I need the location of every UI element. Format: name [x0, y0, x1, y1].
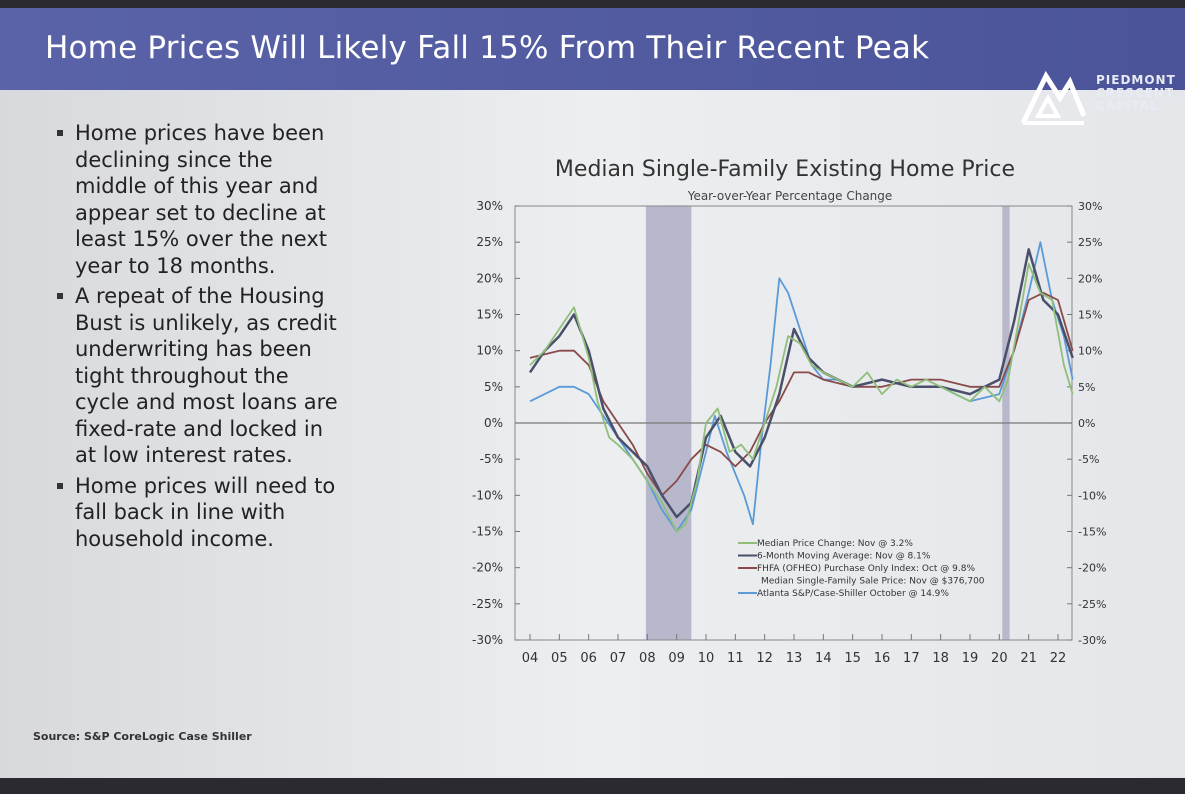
y-tick-label-right: 15%: [1078, 309, 1102, 322]
y-tick-label-right: -15%: [1078, 526, 1106, 539]
chart-subtitle: Year-over-Year Percentage Change: [687, 189, 893, 203]
x-tick-label: 06: [580, 651, 597, 666]
logo-line: CAPITAL: [1096, 99, 1159, 113]
slide: Home Prices Will Likely Fall 15% From Th…: [0, 8, 1185, 778]
logo-line: CRESCENT: [1096, 86, 1175, 100]
y-tick-label-left: 25%: [476, 235, 503, 249]
x-tick-label: 19: [962, 651, 979, 666]
y-tick-label-right: -30%: [1078, 634, 1106, 647]
y-tick-label-left: 30%: [476, 199, 503, 213]
company-logo: PIEDMONT CRESCENT CAPITAL: [1018, 68, 1185, 132]
bullet-item: A repeat of the Housing Bust is unlikely…: [55, 283, 345, 469]
x-tick-label: 18: [932, 651, 949, 666]
chart: Median Single-Family Existing Home Price…: [472, 157, 1106, 666]
y-tick-label-left: -15%: [472, 525, 503, 539]
x-tick-label: 13: [786, 651, 803, 666]
y-tick-label-left: 20%: [476, 271, 503, 285]
y-tick-label-right: -20%: [1078, 562, 1106, 575]
x-tick-label: 14: [815, 651, 832, 666]
x-tick-label: 12: [756, 651, 773, 666]
x-tick-label: 17: [903, 651, 920, 666]
source-note: Source: S&P CoreLogic Case Shiller: [33, 730, 252, 743]
bullet-item: Home prices will need to fall back in li…: [55, 473, 345, 553]
y-tick-label-left: 0%: [484, 416, 503, 430]
x-tick-label: 16: [874, 651, 891, 666]
y-tick-label-left: -5%: [480, 452, 503, 466]
y-tick-label-left: -10%: [472, 488, 503, 502]
y-tick-label-right: -25%: [1078, 598, 1106, 611]
legend-entry: Median Single-Family Sale Price: Nov @ $…: [761, 577, 985, 587]
y-tick-label-right: 20%: [1078, 272, 1102, 285]
y-tick-label-right: 5%: [1078, 381, 1095, 394]
x-tick-label: 09: [668, 651, 685, 666]
mountain-logo-icon: [1020, 70, 1087, 125]
x-tick-label: 20: [991, 651, 1008, 666]
legend-entry: FHFA (OFHEO) Purchase Only Index: Oct @ …: [757, 564, 975, 574]
series-line-ma: [528, 248, 1074, 519]
bullet-item: Home prices have been declining since th…: [55, 120, 345, 279]
y-tick-label-right: 25%: [1078, 236, 1102, 249]
legend-entry: Atlanta S&P/Case-Shiller October @ 14.9%: [757, 589, 949, 599]
x-tick-label: 11: [727, 651, 744, 666]
slide-title: Home Prices Will Likely Fall 15% From Th…: [45, 30, 930, 66]
chart-title: Median Single-Family Existing Home Price: [555, 157, 1015, 182]
logo-text: PIEDMONT CRESCENT CAPITAL: [1096, 74, 1176, 113]
x-tick-label: 04: [522, 651, 539, 666]
y-tick-label-left: 5%: [484, 380, 503, 394]
title-band: Home Prices Will Likely Fall 15% From Th…: [0, 8, 1185, 90]
x-tick-label: 21: [1020, 651, 1037, 666]
y-tick-label-left: 10%: [476, 344, 503, 358]
y-tick-label-left: -30%: [472, 633, 503, 647]
y-tick-label-right: -5%: [1078, 453, 1099, 466]
legend-entry: Median Price Change: Nov @ 3.2%: [757, 539, 913, 549]
y-tick-label-left: 15%: [476, 308, 503, 322]
series-line-median: [529, 263, 1074, 533]
y-tick-label-right: 30%: [1078, 200, 1102, 213]
y-tick-label-right: 0%: [1078, 417, 1095, 430]
legend-entry: 6-Month Moving Average: Nov @ 8.1%: [757, 552, 931, 562]
y-tick-label-left: -25%: [472, 597, 503, 611]
logo-line: PIEDMONT: [1096, 73, 1176, 87]
y-tick-label-left: -20%: [472, 561, 503, 575]
y-tick-label-right: 10%: [1078, 345, 1102, 358]
bullet-list: Home prices have been declining since th…: [55, 120, 345, 556]
x-tick-label: 10: [698, 651, 715, 666]
x-tick-label: 07: [610, 651, 627, 666]
x-tick-label: 22: [1050, 651, 1067, 666]
x-tick-label: 08: [639, 651, 656, 666]
x-tick-label: 05: [551, 651, 568, 666]
x-tick-label: 15: [844, 651, 861, 666]
y-tick-label-right: -10%: [1078, 489, 1106, 502]
